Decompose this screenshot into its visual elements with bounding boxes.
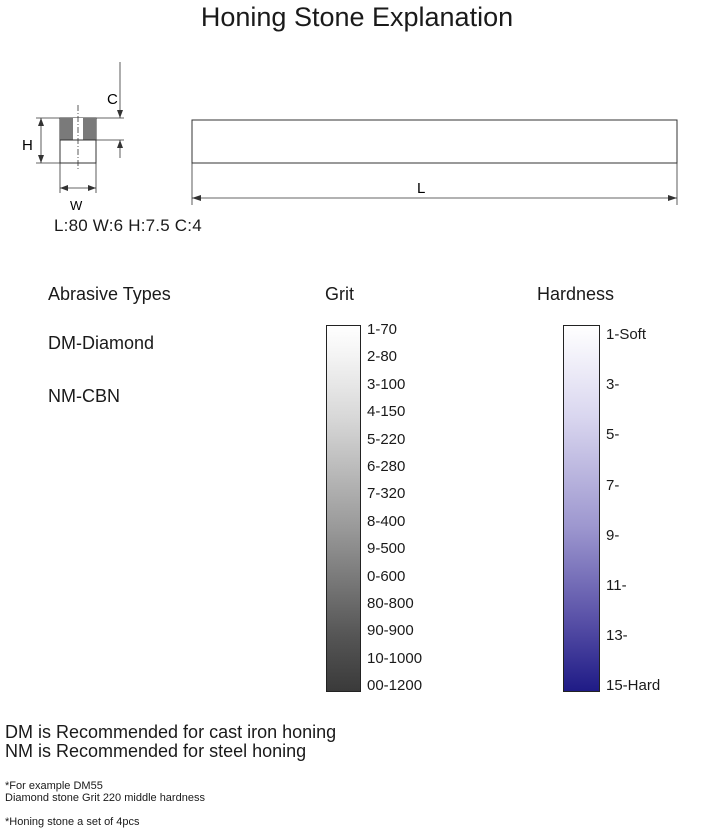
hardness-tick-label: 3- [606, 376, 620, 394]
hardness-tick-label: 13- [606, 627, 628, 645]
grit-tick-label: 2-80 [367, 348, 398, 366]
dimensions-text: L:80 W:6 H:7.5 C:4 [54, 216, 202, 235]
grit-tick-label: 8-400 [367, 512, 406, 530]
grit-tick-label: 1-70 [367, 321, 398, 338]
grit-heading: Grit [325, 284, 354, 304]
hardness-tick-label: 9- [606, 526, 620, 544]
abrasive-heading: Abrasive Types [48, 284, 171, 304]
grit-tick-label: 10-1000 [367, 649, 423, 667]
stone-side-view [191, 119, 678, 205]
grit-tick-label: 3-100 [367, 375, 406, 393]
grit-gradient-bar [326, 325, 361, 692]
hardness-tick-label: 15-Hard [606, 677, 661, 695]
label-h: H [22, 137, 33, 154]
hardness-tick-label: 1-Soft [606, 326, 647, 343]
grit-tick-label: 9-500 [367, 540, 406, 558]
honing-stone-diagram: C H W L [22, 62, 678, 213]
hardness-tick-label: 11- [606, 577, 627, 594]
cross-section [36, 62, 124, 193]
grit-tick-label: 4-150 [367, 403, 406, 421]
note-dm: DM is Recommended for cast iron honing [5, 722, 337, 742]
grit-tick-label: 6-280 [367, 458, 406, 475]
grit-tick-label: 0-600 [367, 567, 406, 585]
note-nm: NM is Recommended for steel honing [5, 741, 307, 761]
hardness-tick-label: 5- [606, 426, 620, 444]
abrasive-item-cbn: NM-CBN [48, 386, 120, 406]
grit-tick-label: 80-800 [367, 595, 414, 612]
grit-tick-label: 7-320 [367, 485, 406, 503]
hardness-gradient-bar [563, 325, 600, 692]
grit-tick-label: 00-1200 [367, 677, 423, 695]
page-title: Honing Stone Explanation [200, 2, 514, 32]
hardness-heading: Hardness [537, 284, 615, 304]
grit-tick-label: 90-900 [367, 622, 414, 640]
note-example-2: Diamond stone Grit 220 middle hardness [5, 792, 205, 804]
abrasive-item-diamond: DM-Diamond [48, 333, 155, 353]
label-w: W [70, 198, 83, 213]
label-c: C [107, 91, 118, 108]
label-l: L [417, 180, 425, 197]
hardness-tick-label: 7- [606, 476, 620, 494]
grit-tick-label: 5-220 [367, 430, 406, 448]
note-example-1: *For example DM55 [5, 780, 103, 792]
note-set: *Honing stone a set of 4pcs [5, 816, 140, 828]
